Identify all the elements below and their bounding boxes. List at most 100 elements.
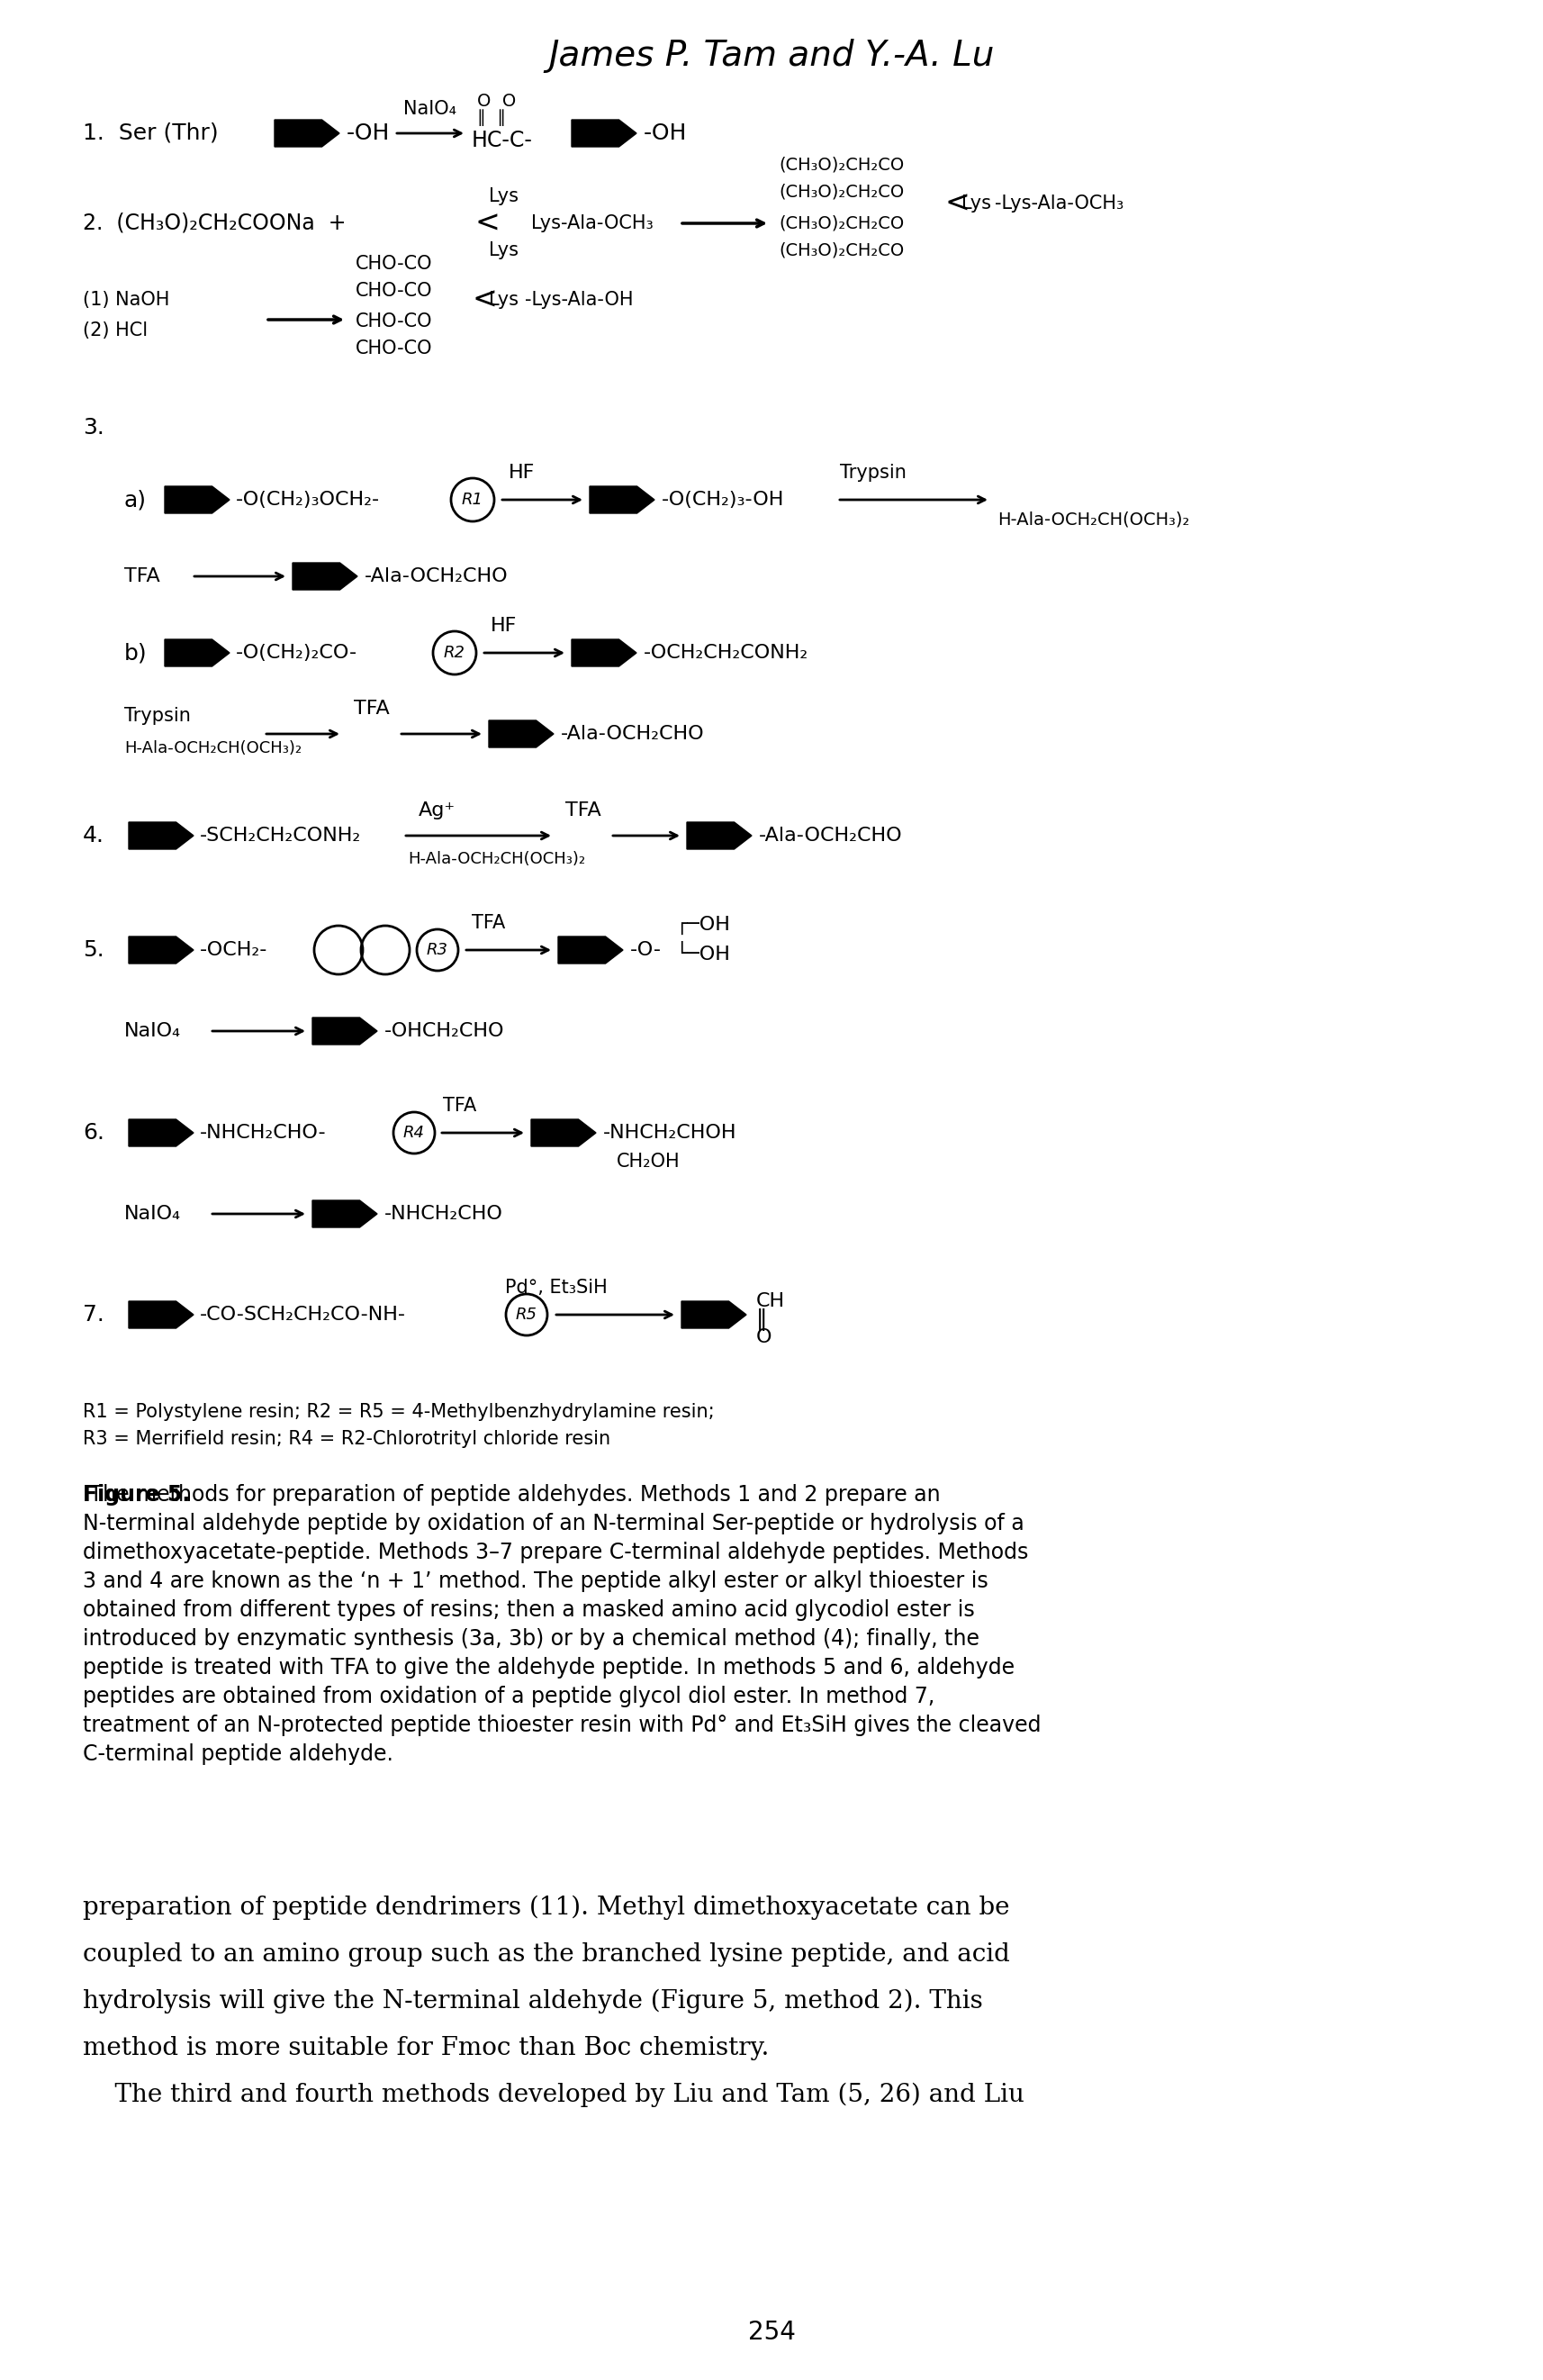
Text: -Ala-OCH₂CHO: -Ala-OCH₂CHO [759, 826, 903, 845]
Polygon shape [275, 119, 339, 148]
Text: NaIO₄: NaIO₄ [404, 100, 457, 119]
Polygon shape [559, 935, 623, 964]
Text: Lys: Lys [489, 240, 518, 259]
Polygon shape [589, 486, 654, 514]
Text: CHO-CO: CHO-CO [355, 281, 432, 300]
Text: (CH₃O)₂CH₂CO: (CH₃O)₂CH₂CO [779, 157, 904, 174]
Text: TFA: TFA [125, 566, 160, 585]
Polygon shape [165, 640, 230, 666]
Text: NaIO₄: NaIO₄ [125, 1204, 181, 1223]
Text: H-Ala-OCH₂CH(OCH₃)₂: H-Ala-OCH₂CH(OCH₃)₂ [407, 852, 585, 866]
Polygon shape [128, 1119, 193, 1147]
Text: TFA: TFA [472, 914, 505, 933]
Text: HC-C-: HC-C- [472, 129, 532, 152]
Text: (CH₃O)₂CH₂CO: (CH₃O)₂CH₂CO [779, 183, 904, 200]
Text: Lys: Lys [961, 195, 991, 212]
Polygon shape [128, 821, 193, 850]
Text: -OCH₂-: -OCH₂- [201, 940, 267, 959]
Text: Pd°, Et₃SiH: Pd°, Et₃SiH [505, 1278, 608, 1297]
Text: └─OH: └─OH [676, 945, 730, 964]
Text: The third and fourth methods developed by Liu and Tam (5, 26) and Liu: The third and fourth methods developed b… [83, 2082, 1025, 2106]
Polygon shape [489, 721, 554, 747]
Text: -OH: -OH [347, 121, 390, 145]
Text: -NHCH₂CHO-: -NHCH₂CHO- [201, 1123, 327, 1142]
Text: R3 = Merrifield resin; R4 = R2-Chlorotrityl chloride resin: R3 = Merrifield resin; R4 = R2-Chlorotri… [83, 1430, 611, 1447]
Text: Ag⁺: Ag⁺ [418, 802, 455, 819]
Polygon shape [571, 640, 636, 666]
Text: coupled to an amino group such as the branched lysine peptide, and acid: coupled to an amino group such as the br… [83, 1942, 1011, 1966]
Text: -SCH₂CH₂CONH₂: -SCH₂CH₂CONH₂ [201, 826, 361, 845]
Text: a): a) [125, 488, 147, 512]
Text: <: < [472, 286, 498, 314]
Text: 6.: 6. [83, 1121, 105, 1145]
Polygon shape [128, 935, 193, 964]
Text: R1 = Polystylene resin; R2 = R5 = 4-Methylbenzhydrylamine resin;: R1 = Polystylene resin; R2 = R5 = 4-Meth… [83, 1402, 714, 1421]
Text: CHO-CO: CHO-CO [355, 312, 432, 331]
Text: 5.: 5. [83, 940, 105, 962]
Text: -O(CH₂)₃-OH: -O(CH₂)₃-OH [662, 490, 784, 509]
Text: The methods for preparation of peptide aldehydes. Methods 1 and 2 prepare an
N-t: The methods for preparation of peptide a… [83, 1485, 1042, 1766]
Text: Figure 5.: Figure 5. [83, 1485, 190, 1507]
Text: H-Ala-OCH₂CH(OCH₃)₂: H-Ala-OCH₂CH(OCH₃)₂ [997, 512, 1190, 528]
Text: Lys-Ala-OCH₃: Lys-Ala-OCH₃ [531, 214, 653, 233]
Text: -NHCH₂CHO: -NHCH₂CHO [384, 1204, 503, 1223]
Polygon shape [312, 1200, 376, 1228]
Text: R3: R3 [427, 942, 449, 959]
Text: hydrolysis will give the N-terminal aldehyde (Figure 5, method 2). This: hydrolysis will give the N-terminal alde… [83, 1990, 983, 2013]
Text: <: < [946, 188, 971, 219]
Text: HF: HF [491, 616, 517, 635]
Text: -NHCH₂CHOH: -NHCH₂CHOH [603, 1123, 738, 1142]
Text: TFA: TFA [565, 802, 602, 819]
Text: Trypsin: Trypsin [839, 464, 906, 481]
Text: Lys: Lys [489, 290, 518, 309]
Text: CHO-CO: CHO-CO [355, 255, 432, 274]
Text: HF: HF [509, 464, 535, 481]
Polygon shape [312, 1019, 376, 1045]
Text: -Ala-OCH₂CHO: -Ala-OCH₂CHO [364, 566, 508, 585]
Text: 2.  (CH₃O)₂CH₂COONa  +: 2. (CH₃O)₂CH₂COONa + [83, 212, 346, 233]
Polygon shape [687, 821, 751, 850]
Text: (1) NaOH: (1) NaOH [83, 290, 170, 309]
Text: <: < [475, 209, 500, 238]
Text: ‖: ‖ [756, 1309, 767, 1330]
Text: -OH: -OH [643, 121, 687, 145]
Text: Lys: Lys [489, 188, 518, 205]
Text: (CH₃O)₂CH₂CO: (CH₃O)₂CH₂CO [779, 243, 904, 259]
Text: O: O [756, 1328, 772, 1347]
Text: -O(CH₂)₃OCH₂-: -O(CH₂)₃OCH₂- [236, 490, 380, 509]
Text: CHO-CO: CHO-CO [355, 340, 432, 357]
Text: R4: R4 [403, 1126, 424, 1140]
Text: 1.  Ser (Thr): 1. Ser (Thr) [83, 121, 219, 145]
Text: NaIO₄: NaIO₄ [125, 1021, 181, 1040]
Polygon shape [128, 1302, 193, 1328]
Text: 7.: 7. [83, 1304, 105, 1326]
Polygon shape [571, 119, 636, 148]
Text: b): b) [125, 643, 147, 664]
Text: TFA: TFA [353, 700, 389, 719]
Text: -CO-SCH₂CH₂CO-NH-: -CO-SCH₂CH₂CO-NH- [201, 1307, 406, 1323]
Text: -OHCH₂CHO: -OHCH₂CHO [384, 1021, 505, 1040]
Polygon shape [531, 1119, 596, 1147]
Text: TFA: TFA [443, 1097, 477, 1114]
Text: -Lys-Ala-OH: -Lys-Ala-OH [525, 290, 633, 309]
Text: -O(CH₂)₂CO-: -O(CH₂)₂CO- [236, 645, 358, 662]
Text: (2) HCl: (2) HCl [83, 321, 148, 340]
Text: R5: R5 [515, 1307, 537, 1323]
Text: 3.: 3. [83, 416, 105, 438]
Text: -Lys-Ala-OCH₃: -Lys-Ala-OCH₃ [995, 195, 1123, 212]
Text: 4.: 4. [83, 826, 105, 847]
Text: preparation of peptide dendrimers (11). Methyl dimethoxyacetate can be: preparation of peptide dendrimers (11). … [83, 1894, 1009, 1921]
Polygon shape [293, 562, 358, 590]
Text: R1: R1 [461, 493, 483, 507]
Text: ┌─OH: ┌─OH [676, 916, 730, 935]
Text: method is more suitable for Fmoc than Boc chemistry.: method is more suitable for Fmoc than Bo… [83, 2035, 768, 2061]
Text: H-Ala-OCH₂CH(OCH₃)₂: H-Ala-OCH₂CH(OCH₃)₂ [125, 740, 302, 757]
Text: -OCH₂CH₂CONH₂: -OCH₂CH₂CONH₂ [643, 645, 809, 662]
Text: CH₂OH: CH₂OH [617, 1152, 680, 1171]
Text: James P. Tam and Y.-A. Lu: James P. Tam and Y.-A. Lu [548, 38, 995, 74]
Polygon shape [165, 486, 230, 514]
Text: -Ala-OCH₂CHO: -Ala-OCH₂CHO [560, 726, 705, 743]
Text: (CH₃O)₂CH₂CO: (CH₃O)₂CH₂CO [779, 214, 904, 231]
Text: Trypsin: Trypsin [125, 707, 191, 726]
Text: ∥  ∥: ∥ ∥ [477, 109, 506, 126]
